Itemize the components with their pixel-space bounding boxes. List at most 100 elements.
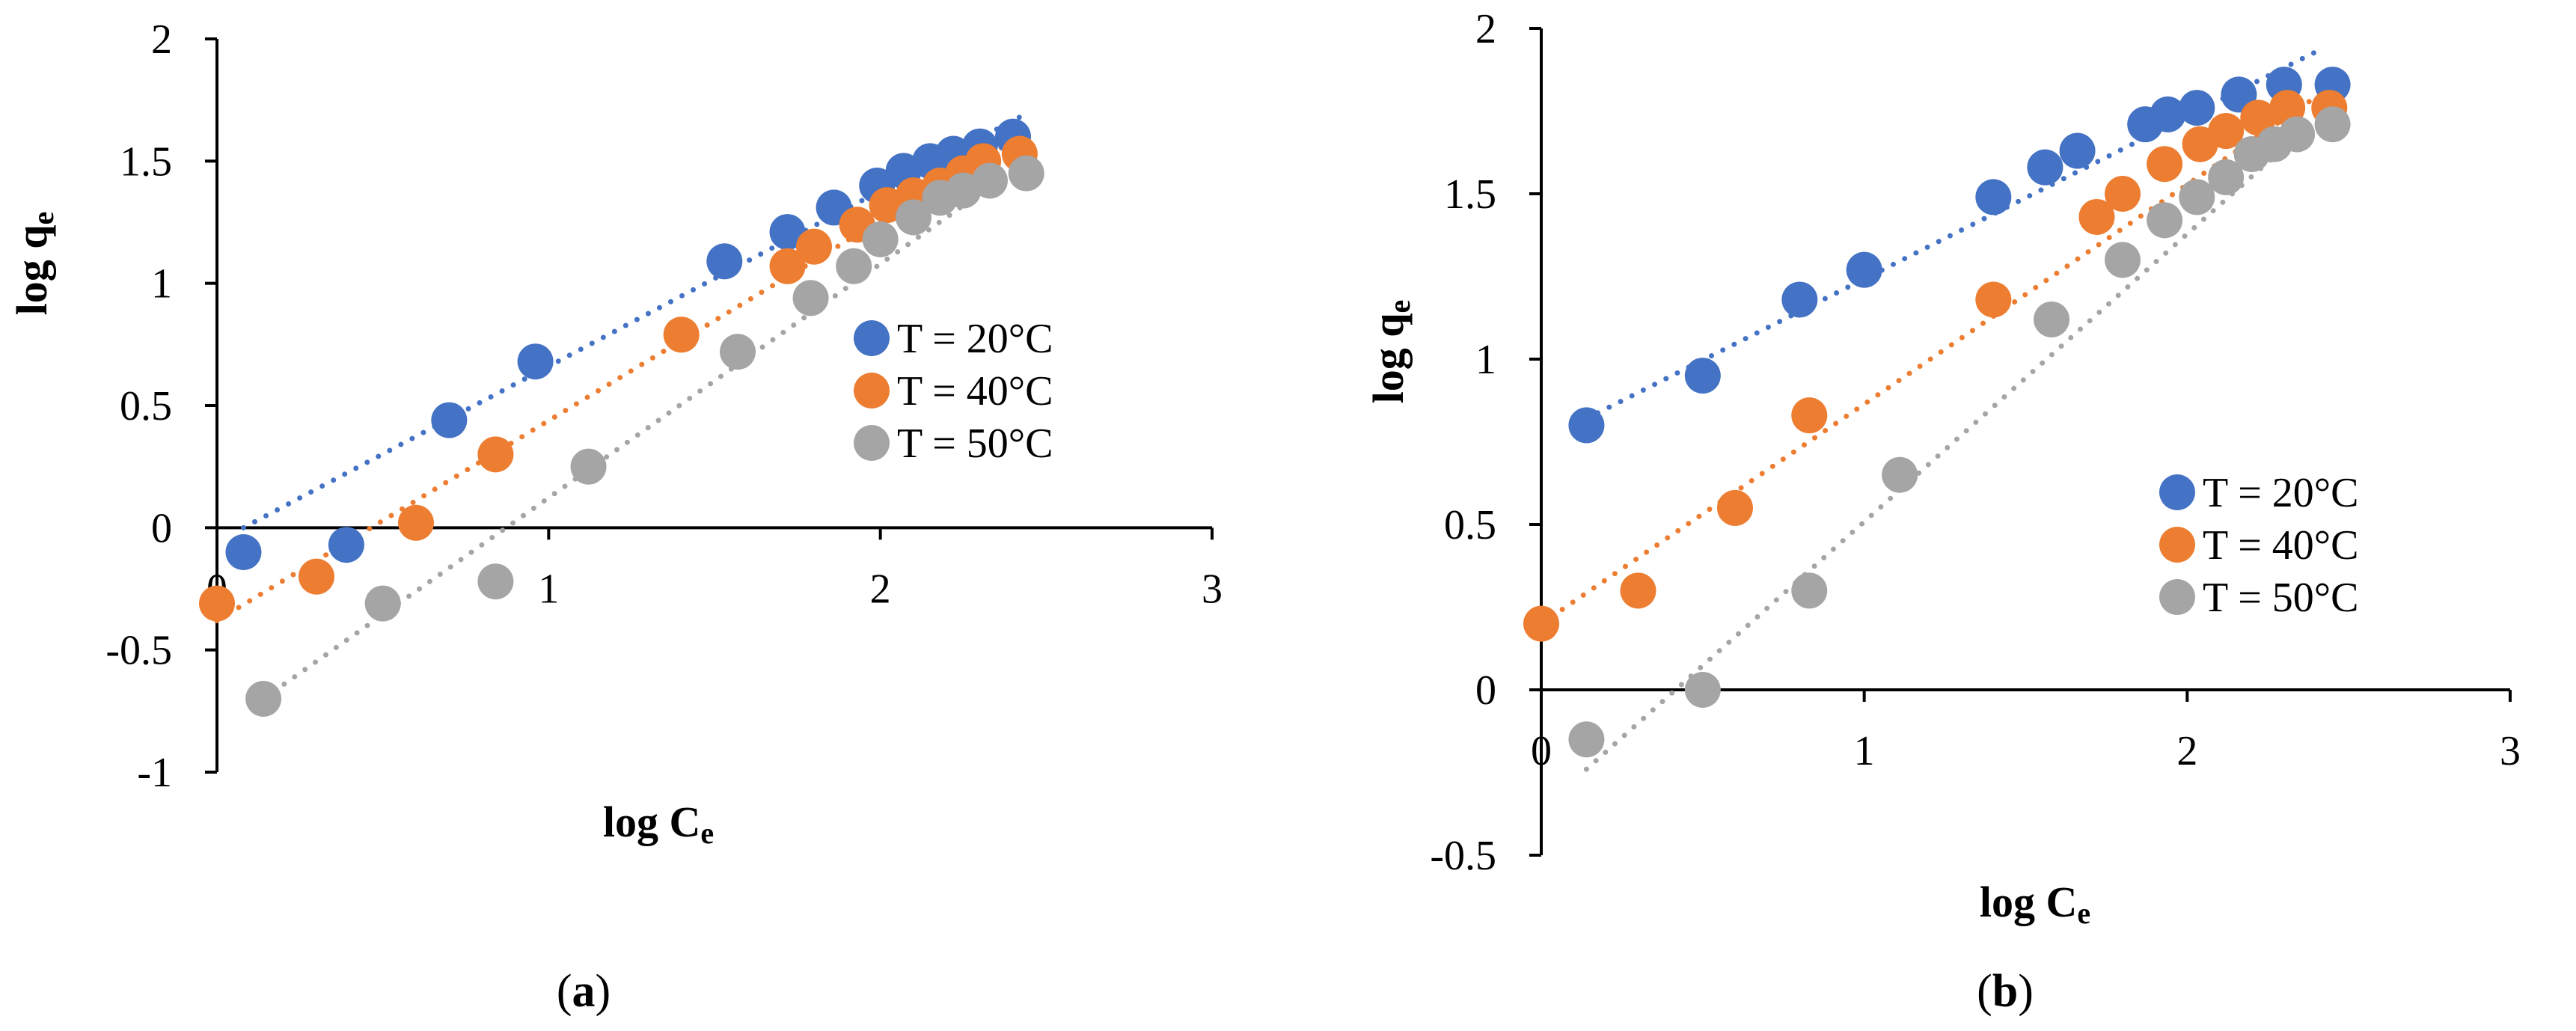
data-point-a-2	[364, 585, 401, 622]
data-point-b-1	[1523, 605, 1559, 642]
data-point-b-2	[1568, 721, 1605, 758]
y-tick-label-b: 0.5	[1444, 502, 1496, 548]
y-tick-label-b: 1	[1475, 337, 1496, 383]
legend-marker-b-1	[2159, 527, 2195, 563]
legend-marker-b-2	[2159, 579, 2195, 615]
x-tick-label-a: 1	[538, 566, 559, 612]
data-point-b-1	[2147, 146, 2183, 183]
data-point-b-1	[2208, 113, 2245, 150]
x-tick-label-a: 2	[870, 566, 891, 612]
trendline-a-2	[260, 158, 1030, 702]
data-point-a-2	[792, 280, 829, 316]
y-tick-label-a: 0	[151, 505, 172, 551]
data-point-b-2	[1882, 456, 1918, 493]
x-tick-label-a: 3	[1202, 566, 1223, 612]
data-point-a-1	[769, 248, 806, 284]
data-point-a-1	[398, 504, 434, 541]
legend-marker-a-2	[854, 425, 890, 461]
data-point-b-1	[1975, 281, 2012, 318]
y-tick-label-a: -0.5	[105, 628, 172, 674]
data-point-b-2	[2034, 301, 2070, 337]
data-point-a-2	[862, 221, 899, 257]
data-point-b-2	[2147, 202, 2183, 239]
data-point-b-0	[1846, 251, 1882, 288]
y-tick-label-a: 2	[151, 16, 172, 63]
legend-label-a-1: T = 40°C	[897, 368, 1053, 414]
legend-marker-b-0	[2159, 474, 2195, 510]
legend-marker-a-0	[854, 320, 890, 356]
data-point-a-2	[570, 448, 607, 485]
data-point-b-1	[1717, 489, 1753, 526]
data-point-a-1	[663, 316, 700, 353]
x-axis-title-b: log Ce	[1980, 878, 2090, 930]
y-tick-label-b: 1.5	[1444, 171, 1496, 218]
data-point-a-2	[245, 681, 282, 717]
y-tick-label-b: 2	[1475, 6, 1496, 52]
legend-label-a-0: T = 20°C	[897, 316, 1053, 362]
data-point-b-1	[2240, 100, 2277, 136]
data-point-b-2	[2279, 116, 2316, 153]
data-point-b-1	[1620, 572, 1656, 609]
data-point-b-0	[1684, 358, 1721, 394]
trendline-b-2	[1583, 102, 2336, 772]
data-point-b-1	[2105, 176, 2141, 212]
data-point-a-2	[896, 199, 931, 236]
data-point-b-0	[1975, 179, 2012, 215]
legend-marker-a-1	[854, 373, 890, 409]
y-axis-title-b: log qe	[1364, 300, 1416, 404]
data-point-b-1	[2078, 198, 2115, 235]
data-point-b-2	[2314, 106, 2351, 143]
y-tick-label-a: 1.5	[120, 138, 172, 185]
y-tick-label-a: -1	[137, 750, 172, 796]
data-point-b-0	[1781, 281, 1818, 318]
data-point-a-0	[706, 243, 743, 280]
x-tick-label-b: 1	[1854, 728, 1875, 774]
data-point-a-0	[328, 527, 364, 563]
legend-label-b-0: T = 20°C	[2203, 470, 2359, 516]
chart-panel-b: log qe log Ce (b) -0.5 0 0.5 1 1.5 2 0 1 2 3 T = 2…	[1364, 6, 2521, 1017]
x-tick-label-b: 0	[1531, 728, 1552, 774]
data-point-a-1	[477, 436, 514, 473]
x-axis-title-subscript-a: e	[700, 816, 714, 850]
x-axis-title-a: log Ce	[603, 798, 714, 850]
panel-label-b: (b)	[1977, 966, 2034, 1017]
y-tick-label-a: 0.5	[120, 383, 172, 429]
data-point-a-2	[836, 248, 872, 284]
data-point-a-0	[517, 343, 554, 380]
data-point-b-1	[1791, 397, 1828, 434]
data-point-a-0	[431, 402, 468, 438]
data-point-b-0	[1568, 407, 1605, 444]
data-point-b-0	[2059, 132, 2096, 169]
data-point-b-2	[1791, 572, 1828, 609]
x-axis-title-subscript-b: e	[2077, 896, 2090, 930]
data-point-b-2	[2179, 179, 2215, 215]
data-point-b-0	[2027, 149, 2063, 186]
data-point-a-2	[720, 334, 756, 370]
data-point-a-1	[796, 228, 832, 265]
trendline-a-1	[214, 134, 1023, 623]
data-point-a-0	[225, 534, 262, 570]
legend-label-b-2: T = 50°C	[2203, 575, 2359, 621]
y-tick-label-b: 0	[1475, 667, 1496, 714]
trendline-b-0	[1583, 49, 2319, 422]
data-point-b-2	[2208, 159, 2245, 195]
y-tick-label-b: -0.5	[1430, 833, 1496, 879]
y-axis-title-subscript-a: e	[26, 212, 60, 225]
legend-label-a-2: T = 50°C	[897, 420, 1053, 467]
data-point-a-1	[299, 558, 334, 595]
y-axis-title-subscript-b: e	[1383, 300, 1416, 313]
y-axis-title-a: log qe	[7, 212, 60, 316]
y-tick-label-a: 1	[151, 261, 172, 308]
data-point-b-0	[2150, 96, 2186, 132]
data-point-a-2	[971, 162, 1008, 199]
data-point-a-1	[199, 585, 235, 622]
data-point-a-2	[477, 563, 514, 600]
data-point-b-0	[2179, 90, 2215, 126]
x-tick-label-b: 2	[2176, 728, 2197, 774]
legend-label-b-1: T = 40°C	[2203, 522, 2359, 569]
data-point-b-2	[1684, 672, 1721, 708]
data-point-a-0	[769, 214, 806, 251]
panel-label-a: (a)	[557, 966, 611, 1017]
